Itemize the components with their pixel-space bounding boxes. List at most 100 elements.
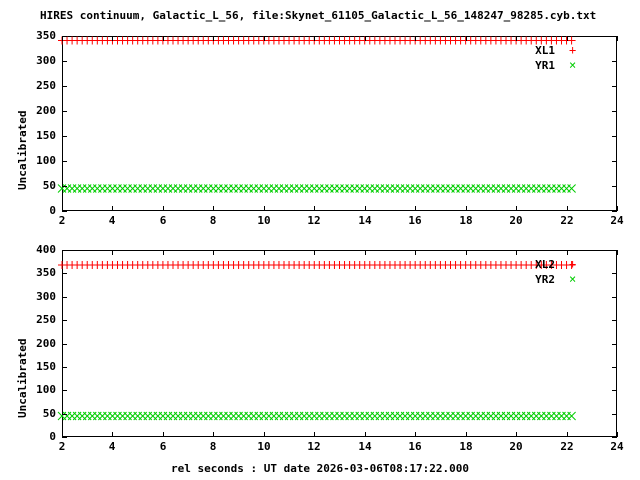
- y-tick-mark: [62, 414, 67, 415]
- y-tick-label: 350: [36, 266, 56, 279]
- y-tick-mark: [612, 273, 617, 274]
- x-tick-mark: [112, 206, 113, 211]
- legend-key-yr2: ×: [569, 272, 577, 286]
- x-tick-label: 4: [108, 440, 116, 453]
- y-tick-mark: [612, 390, 617, 391]
- y-tick-mark: [62, 61, 67, 62]
- y-tick-mark: [612, 61, 617, 62]
- y-tick-mark: [612, 437, 617, 438]
- x-tick-mark: [567, 36, 568, 41]
- y-tick-mark: [62, 320, 67, 321]
- x-tick-label: 4: [108, 214, 116, 227]
- x-tick-mark: [314, 36, 315, 41]
- x-tick-label: 12: [307, 214, 321, 227]
- y-tick-label: 150: [36, 360, 56, 373]
- x-tick-label: 10: [257, 214, 271, 227]
- x-tick-mark: [314, 432, 315, 437]
- x-tick-mark: [567, 432, 568, 437]
- y-tick-mark: [62, 136, 67, 137]
- x-tick-mark: [567, 250, 568, 255]
- legend-key-yr1: ×: [569, 58, 577, 72]
- x-tick-mark: [62, 432, 63, 437]
- x-tick-mark: [264, 250, 265, 255]
- x-tick-mark: [365, 432, 366, 437]
- x-tick-mark: [466, 250, 467, 255]
- x-tick-mark: [112, 36, 113, 41]
- legend-label-xl2: XL2: [535, 258, 555, 271]
- x-tick-mark: [163, 206, 164, 211]
- y-tick-mark: [612, 136, 617, 137]
- x-tick-label: 16: [408, 440, 422, 453]
- x-tick-mark: [213, 432, 214, 437]
- x-tick-label: 12: [307, 440, 321, 453]
- page-title: HIRES continuum, Galactic_L_56, file:Sky…: [40, 9, 597, 22]
- y-tick-label: 200: [36, 337, 56, 350]
- y-tick-mark: [62, 186, 67, 187]
- y-tick-mark: [612, 414, 617, 415]
- x-tick-label: 24: [610, 440, 624, 453]
- x-tick-mark: [466, 432, 467, 437]
- x-tick-mark: [62, 250, 63, 255]
- x-tick-mark: [62, 36, 63, 41]
- x-tick-label: 20: [509, 440, 523, 453]
- y-tick-mark: [62, 36, 67, 37]
- x-tick-mark: [567, 206, 568, 211]
- y-tick-mark: [62, 211, 67, 212]
- y-tick-mark: [612, 161, 617, 162]
- y-tick-label: 50: [42, 179, 56, 192]
- x-tick-mark: [213, 250, 214, 255]
- legend-label-yr1: YR1: [535, 59, 555, 72]
- plot-frame-bottom: [62, 250, 617, 437]
- y-tick-label: 400: [36, 243, 56, 256]
- x-tick-mark: [163, 36, 164, 41]
- x-tick-label: 14: [358, 440, 372, 453]
- x-tick-label: 22: [560, 440, 574, 453]
- y-tick-label: 300: [36, 54, 56, 67]
- x-tick-label: 6: [159, 440, 167, 453]
- y-tick-mark: [612, 36, 617, 37]
- x-tick-mark: [163, 432, 164, 437]
- y-tick-mark: [62, 161, 67, 162]
- legend-label-xl1: XL1: [535, 44, 555, 57]
- x-tick-mark: [264, 206, 265, 211]
- y-tick-label: 150: [36, 129, 56, 142]
- legend-key-xl1: +: [569, 43, 577, 57]
- y-tick-label: 0: [49, 204, 56, 217]
- y-tick-mark: [62, 390, 67, 391]
- x-tick-mark: [617, 432, 618, 437]
- y-tick-mark: [612, 111, 617, 112]
- x-tick-mark: [112, 250, 113, 255]
- y-tick-label: 50: [42, 407, 56, 420]
- series-xl2: [58, 260, 576, 269]
- series-yr2: [57, 411, 576, 421]
- x-tick-mark: [415, 250, 416, 255]
- x-tick-label: 24: [610, 214, 624, 227]
- y-tick-mark: [612, 297, 617, 298]
- legend-key-xl2: +: [569, 257, 577, 271]
- x-tick-label: 14: [358, 214, 372, 227]
- y-tick-mark: [62, 111, 67, 112]
- x-tick-mark: [617, 36, 618, 41]
- y-tick-mark: [612, 211, 617, 212]
- x-tick-mark: [163, 250, 164, 255]
- x-tick-mark: [62, 206, 63, 211]
- x-tick-mark: [415, 206, 416, 211]
- series-yr1: [57, 184, 576, 193]
- x-tick-mark: [466, 206, 467, 211]
- y-tick-label: 100: [36, 154, 56, 167]
- x-tick-label: 10: [257, 440, 271, 453]
- x-tick-label: 2: [58, 214, 66, 227]
- x-tick-mark: [516, 250, 517, 255]
- y-tick-mark: [612, 367, 617, 368]
- y-tick-mark: [62, 273, 67, 274]
- y-tick-mark: [62, 367, 67, 368]
- y-tick-mark: [62, 297, 67, 298]
- x-tick-mark: [415, 432, 416, 437]
- plot-frame-top: [62, 36, 617, 211]
- x-tick-mark: [314, 206, 315, 211]
- x-tick-mark: [466, 36, 467, 41]
- y-tick-label: 200: [36, 104, 56, 117]
- y-tick-label: 300: [36, 290, 56, 303]
- x-tick-label: 18: [459, 214, 473, 227]
